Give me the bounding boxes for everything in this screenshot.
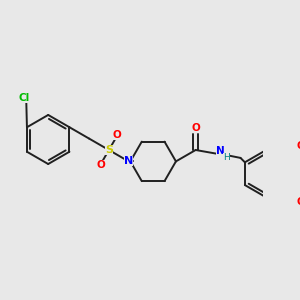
Text: Cl: Cl — [19, 93, 30, 103]
Text: O: O — [297, 141, 300, 151]
Text: N: N — [216, 146, 225, 156]
Text: H: H — [224, 153, 230, 162]
Text: O: O — [297, 197, 300, 207]
Text: S: S — [105, 145, 113, 155]
Text: O: O — [97, 160, 105, 170]
Text: N: N — [124, 156, 133, 167]
Text: O: O — [112, 130, 121, 140]
Text: O: O — [191, 123, 200, 133]
